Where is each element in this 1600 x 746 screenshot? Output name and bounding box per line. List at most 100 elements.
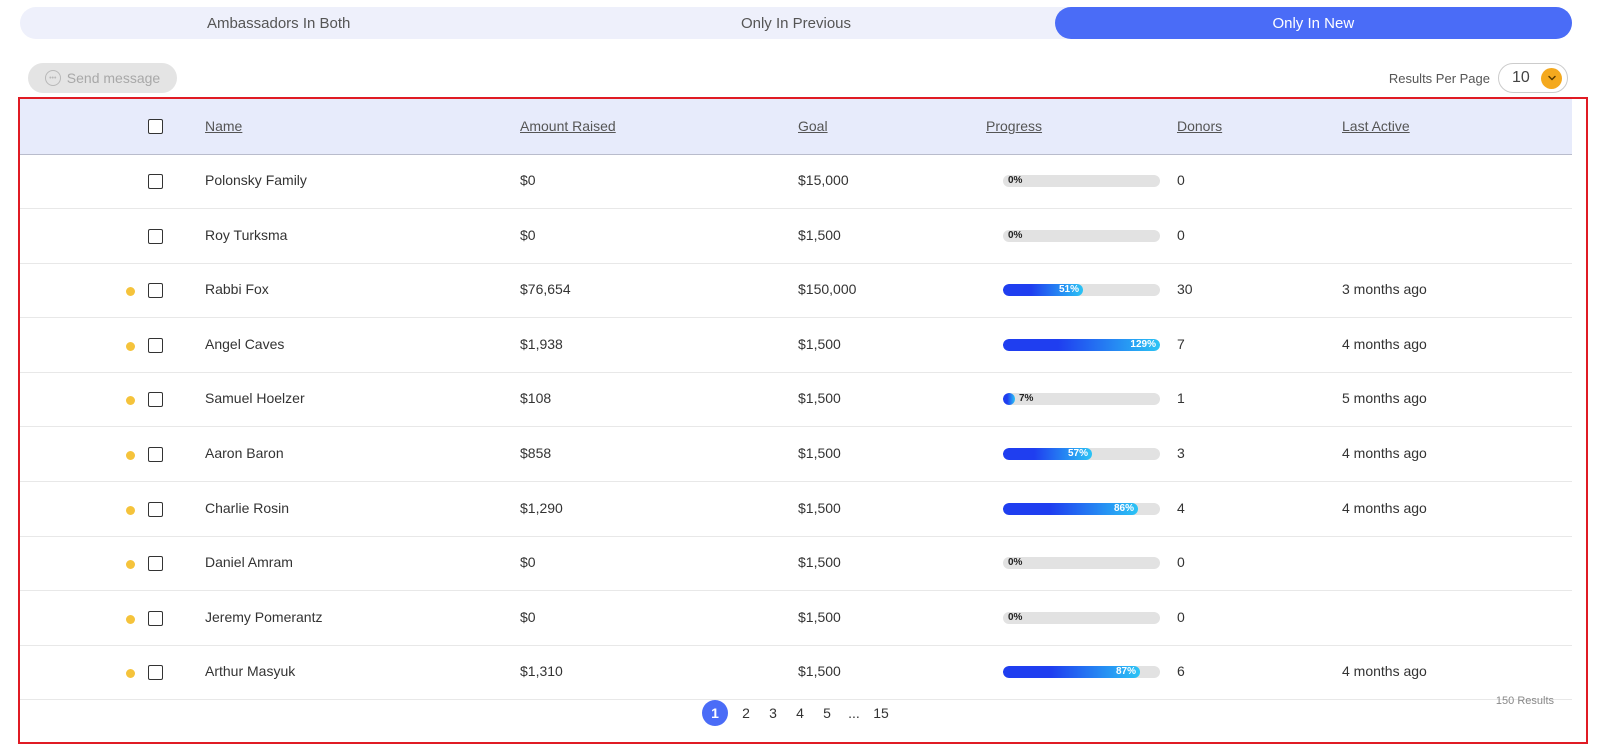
table-row[interactable]: Polonsky Family $0 $15,000 0% 0 (20, 155, 1572, 209)
cell-goal: $1,500 (798, 335, 841, 352)
progress-bar: 0% (1003, 611, 1160, 624)
cell-donors: 0 (1177, 608, 1185, 625)
progress-label: 7% (1019, 393, 1034, 405)
cell-amount-raised: $108 (520, 390, 552, 407)
page-button[interactable]: 2 (742, 705, 750, 721)
cell-name: Angel Caves (205, 335, 285, 352)
row-checkbox[interactable] (148, 610, 163, 626)
results-per-page-label: Results Per Page (1388, 70, 1490, 86)
table-row[interactable]: Rabbi Fox $76,654 $150,000 51% 30 3 months … (20, 264, 1572, 319)
tab-bar: Ambassadors In Both Only In Previous Onl… (20, 7, 1572, 39)
cell-amount-raised: $0 (520, 554, 536, 571)
select-all-checkbox[interactable] (148, 119, 163, 134)
row-checkbox[interactable] (148, 556, 163, 572)
row-checkbox[interactable] (148, 174, 163, 189)
row-checkbox[interactable] (148, 228, 163, 244)
chevron-down-icon (1541, 67, 1562, 89)
status-dot (126, 669, 135, 679)
cell-name: Charlie Rosin (205, 499, 290, 516)
ambassadors-table: Name Amount Raised Goal Progress Donors … (18, 97, 1588, 744)
progress-bar: 7% (1003, 393, 1160, 406)
status-dot (126, 505, 135, 515)
cell-goal: $15,000 (798, 172, 849, 188)
cell-amount-raised: $1,290 (520, 499, 563, 516)
cell-goal: $1,500 (798, 554, 841, 571)
page-button[interactable]: 3 (769, 705, 777, 721)
cell-name: Rabbi Fox (205, 281, 269, 298)
page-button[interactable]: 4 (796, 705, 804, 721)
column-header-progress[interactable]: Progress (986, 118, 1043, 134)
status-dot (126, 287, 135, 297)
row-checkbox[interactable] (148, 337, 163, 353)
results-per-page-select[interactable]: 10 (1498, 63, 1568, 93)
progress-bar: 0% (1003, 557, 1160, 570)
cell-last-active: 3 months ago (1342, 281, 1427, 298)
cell-amount-raised: $0 (520, 608, 536, 625)
table-header: Name Amount Raised Goal Progress Donors … (20, 99, 1572, 155)
cell-amount-raised: $1,310 (520, 663, 563, 680)
progress-label: 51% (1058, 284, 1079, 296)
cell-donors: 0 (1177, 554, 1185, 571)
progress-fill (1003, 448, 1092, 460)
cell-donors: 3 (1177, 445, 1185, 461)
status-dot (126, 614, 135, 624)
tab-only-in-previous[interactable]: Only In Previous (740, 14, 852, 32)
cell-amount-raised: $1,938 (520, 335, 563, 352)
send-message-button[interactable]: ••• Send message (28, 63, 177, 93)
pagination: 1 2 3 4 5... 15 (702, 700, 890, 726)
cell-donors: 30 (1177, 281, 1193, 298)
row-checkbox[interactable] (148, 447, 163, 462)
table-row[interactable]: Charlie Rosin $1,290 $1,500 86% 4 4 months … (20, 483, 1572, 537)
cell-name: Daniel Amram (205, 554, 293, 571)
progress-label: 0% (1008, 229, 1023, 241)
page-button[interactable]: 1 (702, 700, 728, 726)
cell-name: Samuel Hoelzer (205, 390, 305, 407)
column-header-goal[interactable]: Goal (798, 118, 828, 134)
column-header-donors[interactable]: Donors (1177, 118, 1223, 134)
tab-ambassadors-in-both[interactable]: Ambassadors In Both (206, 14, 351, 32)
table-row[interactable]: Samuel Hoelzer $108 $1,500 7% 1 5 months ag… (20, 373, 1572, 428)
column-header-amount-raised[interactable]: Amount Raised (520, 118, 616, 134)
cell-name: Roy Turksma (205, 226, 288, 243)
row-checkbox[interactable] (148, 392, 163, 408)
results-per-page: Results Per Page 10 (1389, 63, 1568, 93)
table-row[interactable]: Daniel Amram $0 $1,500 0% 0 (20, 537, 1572, 592)
table-row[interactable]: Jeremy Pomerantz $0 $1,500 0% 0 (20, 592, 1572, 646)
column-header-last-active[interactable]: Last Active (1342, 118, 1410, 134)
table-row[interactable]: Angel Caves $1,938 $1,500 129% 7 4 months a… (20, 319, 1572, 373)
page-button[interactable]: 5 (823, 705, 831, 721)
progress-label: 57% (1067, 448, 1088, 459)
cell-goal: $150,000 (798, 281, 857, 298)
cell-donors: 1 (1177, 390, 1185, 407)
table-row[interactable]: Roy Turksma $0 $1,500 0% 0 (20, 210, 1572, 264)
column-header-name[interactable]: Name (205, 118, 243, 134)
row-checkbox[interactable] (148, 665, 163, 681)
table-row[interactable]: Arthur Masyuk $1,310 $1,500 87% 6 4 months … (20, 646, 1572, 701)
status-dot (126, 341, 135, 351)
row-checkbox[interactable] (148, 283, 163, 299)
cell-amount-raised: $76,654 (520, 281, 571, 298)
results-count: 150 Results (1495, 695, 1554, 707)
pagination-ellipsis: ... (848, 705, 860, 721)
page-button[interactable]: 15 (873, 705, 889, 721)
cell-name: Arthur Masyuk (205, 663, 296, 680)
row-checkbox[interactable] (148, 501, 163, 517)
cell-last-active: 4 months ago (1342, 445, 1427, 461)
progress-bar: 86% (1003, 502, 1160, 515)
table-row[interactable]: Aaron Baron $858 $1,500 57% 3 4 months ago (20, 428, 1572, 482)
progress-fill (1003, 666, 1140, 679)
progress-fill (1003, 284, 1083, 297)
status-dot (126, 396, 135, 406)
cell-goal: $1,500 (798, 663, 841, 680)
cell-goal: $1,500 (798, 445, 841, 461)
progress-bar: 87% (1003, 666, 1160, 679)
cell-name: Polonsky Family (205, 172, 307, 188)
tab-only-in-new[interactable]: Only In New (1054, 7, 1572, 39)
progress-bar: 0% (1003, 175, 1160, 187)
status-dot (126, 451, 135, 460)
cell-amount-raised: $858 (520, 445, 552, 461)
progress-label: 87% (1115, 666, 1136, 678)
progress-label: 0% (1008, 611, 1023, 623)
cell-donors: 0 (1177, 226, 1185, 243)
progress-bar: 57% (1003, 448, 1160, 460)
